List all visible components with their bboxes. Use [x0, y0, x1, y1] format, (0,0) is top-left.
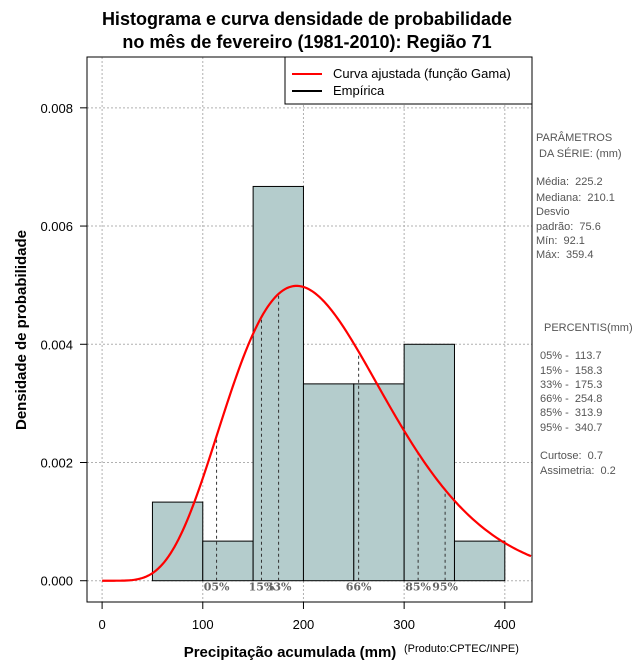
y-tick-label-2: 0.004: [40, 337, 73, 352]
percentile-label-05%: 05%: [204, 581, 230, 594]
param-stddev: padrão: 75.6: [536, 221, 601, 233]
chart-title-line-2: no mês de fevereiro (1981-2010): Região …: [122, 32, 491, 52]
percentile-label-66%: 66%: [346, 581, 372, 594]
credit-text: (Produto:CPTEC/INPE): [404, 643, 519, 655]
histogram-bar-250-300: [353, 383, 405, 582]
y-tick-label-4: 0.008: [40, 101, 73, 116]
percentile-row-05: 05% - 113.7: [540, 350, 602, 362]
histogram-bar-150-200: [252, 185, 304, 582]
x-tick-label-400: 400: [494, 617, 516, 632]
kurtosis: Curtose: 0.7: [540, 450, 603, 462]
percentile-labels: 05% 15%33% 66% 85% 95%: [204, 581, 459, 594]
legend-label-fitted: Curva ajustada (função Gama): [333, 66, 511, 81]
parameters-panel: PARÂMETROS DA SÉRIE: (mm) Média: 225.2 M…: [536, 131, 622, 261]
gamma-curve-layer: [102, 284, 532, 582]
percentile-lines: [216, 293, 446, 581]
histogram-bar-100-150: [202, 540, 254, 582]
histogram-bars: [151, 185, 506, 582]
parameters-heading-2: DA SÉRIE: (mm): [536, 147, 622, 160]
percentile-label-33%: 33%: [266, 581, 292, 594]
y-tick-label-3: 0.006: [40, 219, 73, 234]
y-axis-title: Densidade de probabilidade: [13, 230, 30, 430]
param-min: Mín: 92.1: [536, 235, 585, 247]
param-stddev-label: Desvio: [536, 206, 570, 218]
skewness: Assimetria: 0.2: [540, 465, 616, 477]
percentiles-panel: PERCENTIS(mm) 05% - 113.7 15% - 158.3 33…: [540, 322, 633, 477]
histogram-bar-350-400: [453, 540, 506, 582]
param-max: Máx: 359.4: [536, 249, 593, 261]
legend-label-empirical: Empírica: [333, 83, 385, 98]
histogram-bar-200-250: [302, 383, 355, 582]
percentile-label-85%: 85%: [405, 581, 431, 594]
legend-box: [284, 56, 533, 105]
param-mean: Média: 225.2: [536, 176, 603, 188]
y-tick-label-1: 0.002: [40, 455, 73, 470]
x-axis: 0 100 200 300 400: [98, 601, 516, 632]
percentile-row-85: 85% - 313.9: [540, 407, 602, 419]
percentiles-heading: PERCENTIS(mm): [544, 322, 633, 334]
x-axis-title: Precipitação acumulada (mm): [184, 644, 397, 660]
y-tick-label-0: 0.000: [40, 574, 73, 589]
percentile-row-66: 66% - 254.8: [540, 393, 602, 405]
x-tick-label-300: 300: [393, 617, 415, 632]
param-median: Mediana: 210.1: [536, 192, 615, 204]
legend: Curva ajustada (função Gama) Empírica: [284, 56, 533, 105]
parameters-heading-1: PARÂMETROS: [536, 131, 612, 144]
y-axis: 0.000 0.002 0.004 0.006 0.008: [40, 101, 88, 589]
percentile-row-33: 33% - 175.3: [540, 379, 602, 391]
chart-title-line-1: Histograma e curva densidade de probabil…: [102, 9, 512, 29]
x-tick-label-0: 0: [98, 617, 105, 632]
histogram-bar-300-350: [403, 343, 455, 582]
percentile-row-95: 95% - 340.7: [540, 422, 602, 434]
percentile-label-15%: 15%: [249, 581, 275, 594]
gamma-curve: [102, 284, 532, 582]
x-tick-label-100: 100: [192, 617, 214, 632]
percentile-row-15: 15% - 158.3: [540, 365, 602, 377]
x-tick-label-200: 200: [293, 617, 315, 632]
percentile-label-95%: 95%: [432, 581, 458, 594]
